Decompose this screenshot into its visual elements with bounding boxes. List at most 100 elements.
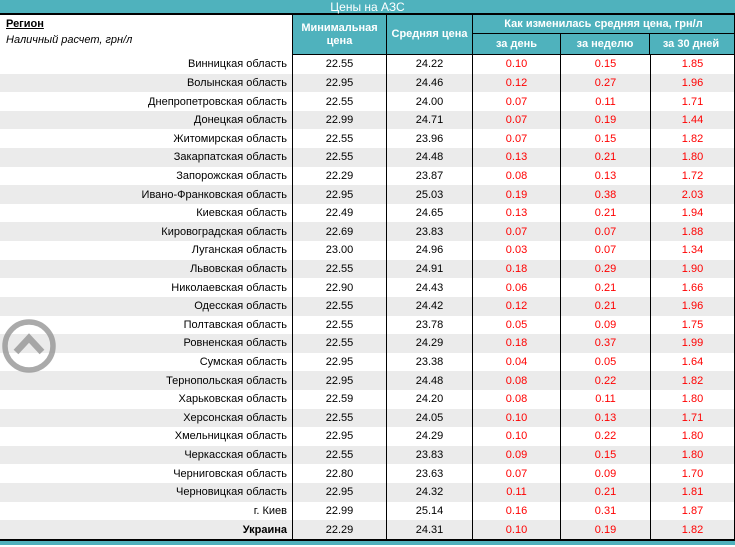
region-column-label: Регион [6,18,44,30]
table-row: Черновицкая область 22.95 24.32 0.11 0.21 1.8… [0,483,735,502]
table-row: Хмельницкая область 22.95 24.29 0.10 0.22 1.8… [0,427,735,446]
avg-price-cell: 25.03 [386,185,472,204]
change-day-cell: 0.03 [472,241,560,260]
region-header-cell: Регион Наличный расчет, грн/л [0,15,292,55]
change-day-cell: 0.07 [472,110,560,130]
avg-price-cell: 23.96 [386,129,472,149]
change-month-cell: 1.99 [650,334,735,353]
table-row: Львовская область 22.55 24.91 0.18 0.29 1.90 [0,259,735,279]
change-month-cell: 1.44 [650,110,735,130]
table-row: Запорожская область 22.29 23.87 0.08 0.13 1.7… [0,166,735,186]
region-cell: г. Киев [253,504,287,517]
min-price-cell: 22.95 [292,483,386,502]
table-row: Закарпатская область 22.55 24.48 0.13 0.21 1.… [0,148,735,167]
change-month-cell: 1.82 [650,520,735,539]
change-week-cell: 0.21 [560,278,650,297]
table-row: г. Киев 22.99 25.14 0.16 0.31 1.87 [0,501,735,521]
change-week-cell: 0.11 [560,389,650,409]
min-price-cell: 22.90 [292,278,386,297]
table-row: Николаевская область 22.90 24.43 0.06 0.21 1.… [0,278,735,297]
change-day-cell: 0.11 [472,483,560,502]
min-price-cell: 22.29 [292,166,386,186]
change-week-cell: 0.38 [560,185,650,204]
avg-price-cell: 24.71 [386,110,472,130]
avg-price-cell: 24.31 [386,520,472,539]
region-cell: Украина [242,523,287,536]
avg-price-cell: 24.29 [386,334,472,353]
avg-price-cell: 24.22 [386,55,472,74]
change-month-cell: 1.71 [650,408,735,428]
scroll-to-top-button[interactable] [2,318,57,375]
avg-price-cell: 24.43 [386,278,472,297]
table-row: Волынская область 22.95 24.46 0.12 0.27 1.96 [0,73,735,93]
table-row: Кировоградская область 22.69 23.83 0.07 0.07… [0,222,735,242]
min-price-cell: 22.99 [292,501,386,521]
region-cell: Харьковская область [178,393,288,406]
avg-price-cell: 25.14 [386,501,472,521]
change-day-cell: 0.07 [472,464,560,484]
min-price-cell: 22.55 [292,445,386,465]
price-change-subheaders: за день за неделю за 30 дней [473,34,734,55]
change-month-cell: 1.88 [650,222,735,242]
change-month-cell: 1.75 [650,315,735,335]
price-change-header-group: Как изменилась средняя цена, грн/л за де… [472,15,735,55]
table-title-bar: Цены на АЗС [0,0,735,15]
min-price-cell: 22.55 [292,259,386,279]
min-price-cell: 22.59 [292,389,386,409]
table-row: Ровненская область 22.55 24.29 0.18 0.37 1.99 [0,334,735,353]
avg-price-cell: 24.00 [386,92,472,111]
change-month-cell: 1.80 [650,389,735,409]
change-day-cell: 0.13 [472,148,560,167]
change-month-cell: 1.82 [650,371,735,390]
min-price-cell: 23.00 [292,241,386,260]
table-header: Регион Наличный расчет, грн/л Минимальна… [0,15,735,55]
avg-price-cell: 24.32 [386,483,472,502]
table-row: Винницкая область 22.55 24.22 0.10 0.15 1.85 [0,55,735,74]
min-price-cell: 22.80 [292,464,386,484]
change-day-column-header: за день [495,38,537,50]
table-row: Полтавская область 22.55 23.78 0.05 0.09 1.75 [0,315,735,335]
table-row: Херсонская область 22.55 24.05 0.10 0.13 1.71 [0,408,735,428]
table-row: Житомирская область 22.55 23.96 0.07 0.15 1.8… [0,129,735,149]
change-day-cell: 0.05 [472,315,560,335]
change-day-cell: 0.13 [472,203,560,223]
change-month-cell: 1.64 [650,352,735,372]
table-row: Тернопольская область 22.95 24.48 0.08 0.22 1… [0,371,735,390]
change-week-cell: 0.09 [560,315,650,335]
change-month-cell: 1.90 [650,259,735,279]
change-week-cell: 0.27 [560,73,650,93]
avg-price-cell: 24.20 [386,389,472,409]
change-week-cell: 0.15 [560,129,650,149]
change-day-cell: 0.19 [472,185,560,204]
change-week-cell: 0.21 [560,148,650,167]
min-price-cell: 22.95 [292,73,386,93]
change-week-cell: 0.07 [560,222,650,242]
change-day-cell: 0.07 [472,129,560,149]
avg-price-cell: 24.91 [386,259,472,279]
change-week-cell: 0.15 [560,55,650,74]
min-price-cell: 22.29 [292,520,386,539]
change-day-cell: 0.08 [472,371,560,390]
change-week-cell: 0.21 [560,296,650,316]
change-day-cell: 0.10 [472,408,560,428]
region-cell: Херсонская область [183,411,287,424]
change-day-cell: 0.18 [472,334,560,353]
bottom-accent-bar [0,539,735,545]
region-cell: Луганская область [191,244,287,257]
region-cell: Винницкая область [188,58,287,71]
change-month-cell: 1.85 [650,55,735,74]
change-month-cell: 1.81 [650,483,735,502]
change-day-cell: 0.06 [472,278,560,297]
region-cell: Одесская область [194,300,287,313]
min-price-cell: 22.55 [292,296,386,316]
change-month-cell: 1.80 [650,148,735,167]
chevron-up-circle-icon [2,319,56,373]
change-month-cell: 1.96 [650,296,735,316]
region-cell: Черновицкая область [176,486,287,499]
table-row: Харьковская область 22.59 24.20 0.08 0.11 1.8… [0,389,735,409]
region-cell: Хмельницкая область [174,430,287,443]
change-day-cell: 0.08 [472,389,560,409]
change-day-cell: 0.12 [472,73,560,93]
change-week-cell: 0.19 [560,110,650,130]
change-day-cell: 0.12 [472,296,560,316]
